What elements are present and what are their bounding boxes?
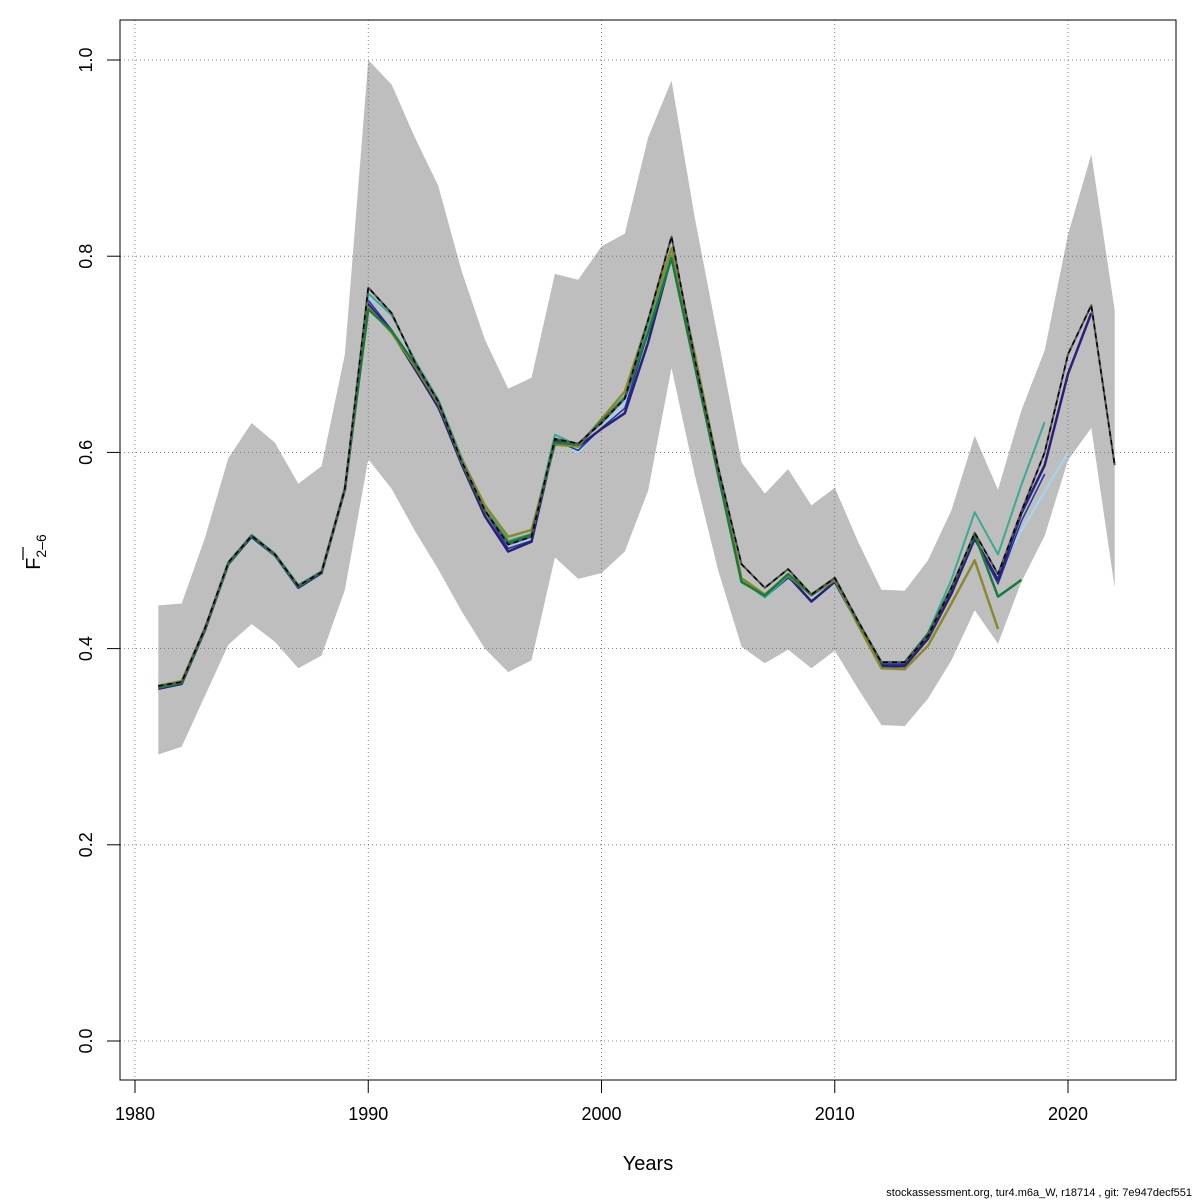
x-axis: 1980 1990 2000 2010 2020 <box>115 1079 1088 1124</box>
y-axis-title-main: F <box>23 558 45 570</box>
series-line-8 <box>158 235 1116 687</box>
y-tick-label: 0.4 <box>76 636 96 661</box>
y-axis-title: F2–6 <box>22 534 49 570</box>
series-lines <box>158 235 1116 691</box>
y-tick-label: 0.2 <box>76 832 96 857</box>
x-axis-title: Years <box>623 1153 673 1175</box>
x-tick-label: 1980 <box>115 1104 155 1124</box>
x-tick-label: 1990 <box>348 1104 388 1124</box>
footer-text: stockassessment.org, tur4.m6a_W, r18714 … <box>886 1187 1192 1199</box>
y-tick-label: 1.0 <box>76 47 96 72</box>
confidence-band-area <box>158 60 1115 755</box>
y-tick-label: 0.8 <box>76 244 96 269</box>
x-tick-label: 2020 <box>1048 1104 1088 1124</box>
svg-text:F2–6: F2–6 <box>23 534 49 570</box>
y-tick-label: 0.0 <box>76 1028 96 1053</box>
y-axis-title-sub: 2–6 <box>33 534 49 558</box>
y-tick-label: 0.6 <box>76 440 96 465</box>
x-tick-label: 2000 <box>581 1104 621 1124</box>
gridlines <box>120 20 1176 1080</box>
confidence-band <box>158 60 1115 755</box>
x-tick-label: 2010 <box>815 1104 855 1124</box>
y-axis: 0.0 0.2 0.4 0.6 0.8 1.0 <box>76 47 121 1054</box>
